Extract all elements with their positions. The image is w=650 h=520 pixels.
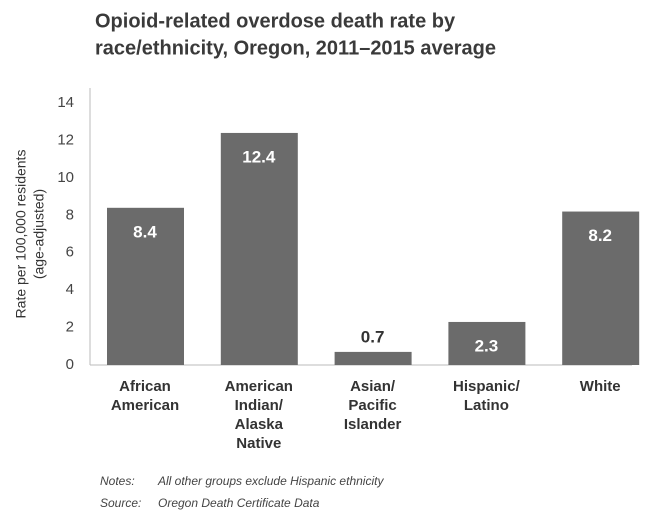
note-label: Source: [100,496,141,510]
y-tick-label: 2 [66,319,74,336]
x-tick-label: Indian/ [235,397,284,414]
x-tick-label: White [580,378,621,395]
x-tick-label: American [111,397,179,414]
y-tick-label: 12 [57,131,74,148]
value-label: 8.2 [588,226,612,245]
bar [448,321,526,365]
x-tick-label: African [119,378,171,395]
bar [562,211,640,365]
x-tick-label: Native [236,435,281,452]
y-tick-label: 4 [66,281,74,298]
x-tick-label: Latino [464,397,509,414]
y-tick-label: 0 [66,356,74,373]
x-tick-label: Asian/ [350,378,396,395]
x-tick-label: Islander [344,416,402,433]
x-tick-label: Hispanic/ [453,378,521,395]
y-tick-label: 10 [57,169,74,186]
chart-title: race/ethnicity, Oregon, 2011–2015 averag… [95,37,496,59]
note-text: All other groups exclude Hispanic ethnic… [157,474,384,488]
x-tick-label: American [225,378,293,395]
value-label: 12.4 [242,147,276,166]
value-label: 8.4 [133,222,157,241]
chart-title: Opioid-related overdose death rate by [95,10,456,32]
y-axis-label: Rate per 100,000 residents [13,150,29,319]
note-label: Notes: [100,474,135,488]
x-tick-label: Alaska [235,416,284,433]
y-tick-label: 8 [66,206,74,223]
value-label: 2.3 [475,336,499,355]
bar [220,132,298,365]
bar [107,207,184,365]
x-tick-label: Pacific [348,397,396,414]
bar [334,351,412,365]
value-label: 0.7 [361,327,385,346]
y-axis-label: (age-adjusted) [31,189,47,279]
note-text: Oregon Death Certificate Data [158,496,320,510]
y-tick-label: 14 [57,94,74,111]
y-tick-label: 6 [66,244,74,261]
